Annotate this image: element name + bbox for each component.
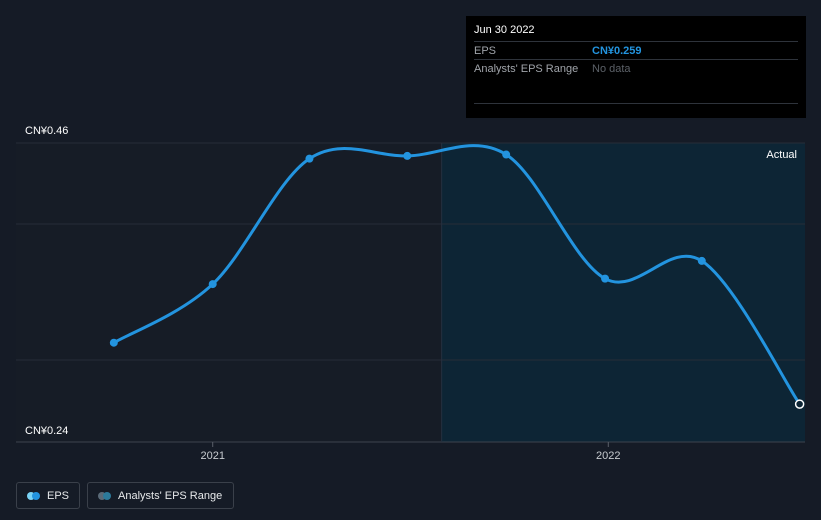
x-axis: 2021 2022 [200, 442, 621, 462]
tooltip-row-range: Analysts' EPS Range No data [474, 59, 798, 77]
x-tick-label: 2022 [596, 450, 620, 462]
eps-points [109, 150, 805, 409]
eps-point[interactable] [697, 256, 706, 265]
actual-region-label: Actual [766, 149, 797, 161]
x-tick-label: 2021 [200, 450, 224, 462]
eps-point[interactable] [502, 150, 511, 159]
legend-analyst-range[interactable]: Analysts' EPS Range [87, 482, 234, 509]
eps-point-highlighted[interactable] [794, 399, 805, 409]
tooltip-row-eps: EPS CN¥0.259 [474, 41, 798, 59]
tooltip-range-value: No data [592, 62, 631, 75]
tooltip-range-label: Analysts' EPS Range [474, 62, 579, 75]
tooltip-eps-label: EPS [474, 44, 497, 57]
eps-point[interactable] [403, 151, 412, 160]
legend-range-label: Analysts' EPS Range [118, 489, 223, 502]
legend-eps-label: EPS [46, 489, 69, 502]
eps-swatch-icon [27, 491, 41, 500]
grid-lines [16, 142, 805, 443]
tooltip-eps-value: CN¥0.259 [592, 44, 642, 57]
hover-tooltip: Jun 30 2022 EPS CN¥0.259 Analysts' EPS R… [466, 16, 806, 118]
eps-point[interactable] [208, 280, 217, 289]
y-tick-label-top: CN¥0.46 [25, 125, 68, 137]
eps-point[interactable] [109, 338, 118, 347]
actual-period-background [441, 143, 805, 442]
eps-point[interactable] [305, 154, 314, 163]
tooltip-date: Jun 30 2022 [474, 24, 535, 36]
y-tick-label-bottom: CN¥0.24 [25, 425, 68, 437]
eps-point[interactable] [601, 274, 610, 283]
range-swatch-icon [98, 491, 112, 500]
past-period-background [16, 143, 442, 442]
legend-eps[interactable]: EPS [16, 482, 80, 509]
tooltip-divider [474, 77, 798, 104]
